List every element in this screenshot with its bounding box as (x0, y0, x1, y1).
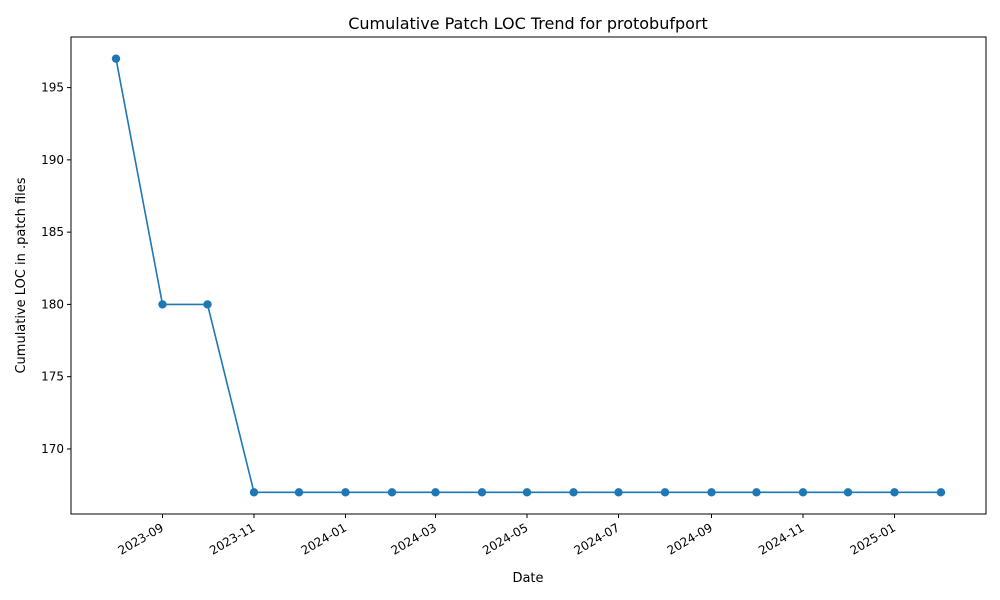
y-tick-label: 185 (41, 225, 64, 239)
series-group (111, 54, 946, 497)
data-point-marker (111, 54, 121, 63)
data-point-marker (890, 488, 899, 497)
data-point-marker (158, 300, 167, 309)
data-point-marker (798, 488, 808, 497)
y-tick-label: 170 (41, 442, 64, 456)
data-point-marker (249, 488, 259, 497)
data-point-marker (707, 488, 716, 497)
data-point-marker (936, 488, 946, 497)
data-point-marker (843, 488, 853, 497)
y-tick-label: 180 (41, 297, 64, 311)
data-point-marker (203, 300, 212, 309)
y-axis-ticks: 170 175 180 185 190 195 (41, 81, 71, 456)
y-tick-label: 190 (41, 153, 64, 167)
data-point-marker (569, 488, 578, 497)
data-point-marker (752, 488, 761, 497)
data-point-marker (341, 488, 350, 497)
data-point-marker (431, 488, 440, 497)
data-point-marker (294, 488, 304, 497)
data-point-marker (660, 488, 670, 497)
data-point-marker (522, 488, 532, 497)
x-axis-label: Date (512, 571, 543, 586)
y-axis-label: Cumulative LOC in .patch files (14, 177, 29, 373)
data-point-marker (477, 488, 487, 497)
y-tick-label: 175 (41, 370, 64, 384)
data-point-marker (614, 488, 623, 497)
chart-title: Cumulative Patch LOC Trend for protobufp… (348, 14, 708, 33)
data-point-marker (387, 488, 397, 497)
plot-area-frame (70, 36, 987, 515)
y-tick-label: 195 (41, 81, 64, 95)
